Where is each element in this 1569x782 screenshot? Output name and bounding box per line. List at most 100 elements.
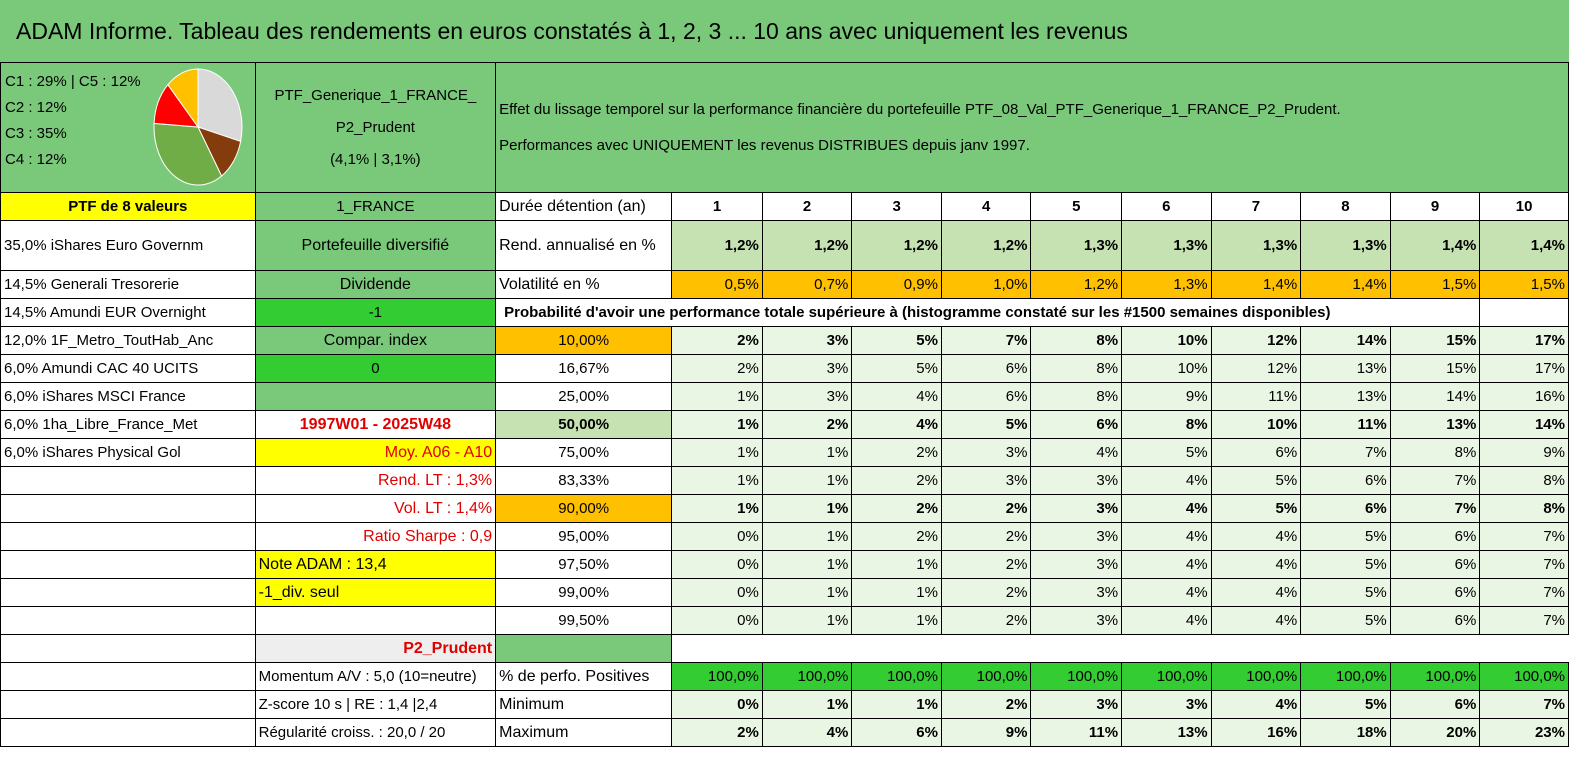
prob-value: 2%: [851, 466, 942, 495]
min-value: 2%: [940, 690, 1032, 719]
portfolio-name: PTF_Generique_1_FRANCE_: [274, 86, 477, 104]
allocation-cell: C1 : 29% | C5 : 12% C2 : 12% C3 : 35% C4…: [0, 62, 256, 193]
prob-value: 8%: [1030, 354, 1123, 383]
prob-value: 3%: [940, 466, 1032, 495]
prob-pct: 50,00%: [495, 410, 673, 439]
prob-value: 0%: [671, 522, 763, 551]
prob-value: 6%: [1389, 606, 1481, 635]
prob-value: 6%: [1210, 438, 1302, 467]
prob-value: 1%: [761, 494, 853, 523]
prob-value: 14%: [1479, 410, 1569, 439]
prob-pct: 90,00%: [495, 494, 673, 523]
year-header: 9: [1389, 192, 1481, 221]
prob-value: 7%: [1389, 494, 1481, 523]
min-value: 3%: [1030, 690, 1123, 719]
prob-value: 7%: [1479, 522, 1569, 551]
empty-cell: [0, 662, 256, 691]
prob-value: 14%: [1389, 382, 1481, 411]
prob-value: 5%: [940, 410, 1032, 439]
rend-value: 1,2%: [671, 220, 763, 271]
prob-value: 4%: [1210, 606, 1302, 635]
prob-value: 5%: [1300, 606, 1391, 635]
prob-value: 6%: [1300, 494, 1391, 523]
empty-cell: [0, 718, 256, 747]
div-seul: -1_div. seul: [254, 578, 497, 607]
legend-line: C2 : 12%: [5, 99, 67, 116]
prob-value: 13%: [1389, 410, 1481, 439]
max-value: 2%: [671, 718, 763, 747]
year-header: 1: [671, 192, 763, 221]
ptf-count: PTF de 8 valeurs: [0, 192, 256, 221]
vol-value: 1,5%: [1389, 270, 1481, 299]
legend-line: C3 : 35%: [5, 125, 67, 142]
prob-value: 8%: [1030, 382, 1123, 411]
prob-value: 5%: [1210, 494, 1302, 523]
empty-cell: [0, 606, 256, 635]
dividend-value: -1: [254, 298, 497, 327]
prob-value: 3%: [761, 354, 853, 383]
prob-value: 2%: [940, 494, 1032, 523]
prob-value: 3%: [1030, 606, 1123, 635]
rend-value: 1,3%: [1030, 220, 1123, 271]
period: 1997W01 - 2025W48: [254, 410, 497, 439]
prob-value: 1%: [761, 522, 853, 551]
prob-pct: 10,00%: [495, 326, 673, 355]
allocation-pie-chart: [153, 68, 243, 186]
pos-value: 100,0%: [940, 662, 1032, 691]
prob-value: 2%: [940, 578, 1032, 607]
pos-value: 100,0%: [1479, 662, 1569, 691]
prob-value: 3%: [940, 438, 1032, 467]
prob-value: 8%: [1479, 494, 1569, 523]
prob-value: 10%: [1121, 326, 1212, 355]
rend-value: 1,2%: [940, 220, 1032, 271]
prob-value: 3%: [1030, 494, 1123, 523]
holding-row: 35,0% iShares Euro Governm: [0, 220, 256, 271]
max-value: 20%: [1389, 718, 1481, 747]
prob-value: 2%: [671, 326, 763, 355]
pos-value: 100,0%: [761, 662, 853, 691]
min-value: 6%: [1389, 690, 1481, 719]
vol-value: 1,0%: [940, 270, 1032, 299]
prob-value: 14%: [1300, 326, 1391, 355]
portfolio-profile: P2_Prudent: [335, 118, 415, 136]
vol-value: 1,2%: [1030, 270, 1123, 299]
prob-value: 4%: [1210, 522, 1302, 551]
prob-value: 1%: [761, 466, 853, 495]
prob-value: 6%: [940, 354, 1032, 383]
prob-value: 13%: [1300, 354, 1391, 383]
prob-value: 6%: [1389, 522, 1481, 551]
min-label: Minimum: [495, 690, 673, 719]
compar-label: Compar. index: [254, 326, 497, 355]
pos-value: 100,0%: [1300, 662, 1391, 691]
empty-cell: [0, 466, 256, 495]
rend-value: 1,4%: [1389, 220, 1481, 271]
prob-value: 7%: [1300, 438, 1391, 467]
prob-value: 6%: [1389, 578, 1481, 607]
prob-value: 1%: [851, 578, 942, 607]
rend-value: 1,2%: [851, 220, 942, 271]
prob-value: 8%: [1030, 326, 1123, 355]
empty-cell: [0, 690, 256, 719]
prob-value: 4%: [1121, 606, 1212, 635]
prob-pct: 97,50%: [495, 550, 673, 579]
prob-value: 5%: [851, 326, 942, 355]
max-value: 4%: [761, 718, 853, 747]
prob-value: 17%: [1479, 354, 1569, 383]
prob-value: 2%: [851, 438, 942, 467]
empty-cell: [0, 522, 256, 551]
pos-label: % de perfo. Positives: [495, 662, 673, 691]
year-header: 5: [1030, 192, 1123, 221]
year-header: 8: [1300, 192, 1391, 221]
rend-value: 1,3%: [1121, 220, 1212, 271]
pos-value: 100,0%: [1389, 662, 1481, 691]
empty-cell: [671, 634, 1569, 663]
prob-value: 16%: [1479, 382, 1569, 411]
pos-value: 100,0%: [1210, 662, 1302, 691]
min-value: 3%: [1121, 690, 1212, 719]
prob-value: 5%: [1121, 438, 1212, 467]
vol-label: Volatilité en %: [495, 270, 673, 299]
prob-value: 5%: [1210, 466, 1302, 495]
prob-value: 9%: [1121, 382, 1212, 411]
max-value: 13%: [1121, 718, 1212, 747]
min-value: 1%: [851, 690, 942, 719]
